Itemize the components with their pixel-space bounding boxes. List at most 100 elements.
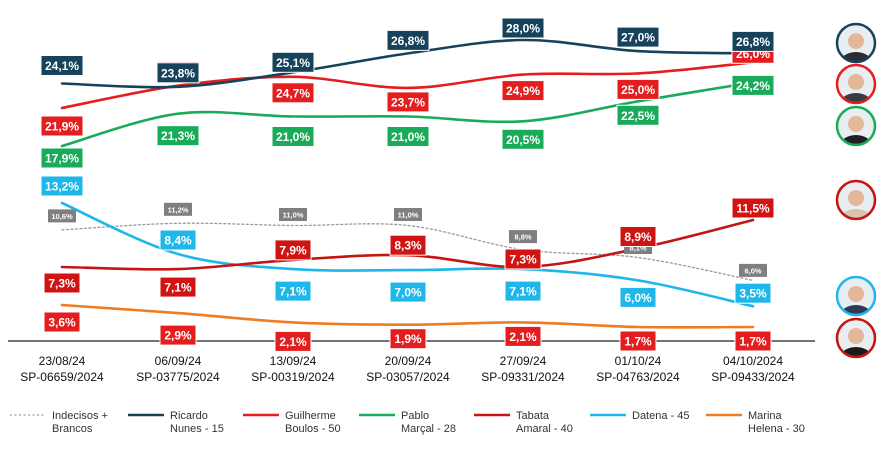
- data-label-box: [40, 175, 84, 197]
- legend-label: Helena - 30: [748, 423, 805, 435]
- data-label-text: 1,9%: [394, 332, 422, 346]
- data-label-box: [616, 26, 660, 48]
- data-label-text: 21,0%: [391, 130, 425, 144]
- data-label-nunes: 27,0%: [616, 26, 660, 48]
- data-label-text: 24,1%: [45, 59, 79, 73]
- data-label-text: 21,9%: [45, 120, 79, 134]
- series-line-marina: [60, 303, 755, 329]
- legend-label: Marina: [748, 410, 783, 422]
- data-label-nunes: 23,8%: [156, 62, 200, 84]
- data-label-box: [164, 202, 192, 216]
- data-label-boulos: 24,9%: [501, 80, 545, 102]
- data-label-text: 7,0%: [394, 286, 422, 300]
- data-label-text: 13,2%: [45, 180, 79, 194]
- x-tick-date: 27/09/24: [500, 354, 547, 368]
- data-label-marcal: 21,3%: [156, 125, 200, 147]
- data-label-datena: 3,5%: [734, 282, 772, 304]
- x-tick-date: 13/09/24: [270, 354, 317, 368]
- data-label-text: 7,1%: [279, 285, 307, 299]
- data-label-marina: 1,7%: [619, 330, 657, 352]
- data-label-box: [40, 115, 84, 137]
- legend-label: Boulos - 50: [285, 423, 341, 435]
- data-label-text: 2,1%: [279, 335, 307, 349]
- avatar-ring: [835, 179, 877, 221]
- data-label-boulos: 23,7%: [386, 91, 430, 113]
- avatar-nunes: [835, 22, 877, 64]
- data-label-nunes: 25,1%: [271, 51, 315, 73]
- data-label-text: 7,9%: [279, 243, 307, 257]
- data-label-text: 28,0%: [506, 22, 540, 36]
- avatar-boulos: [835, 63, 877, 105]
- data-label-text: 26,8%: [736, 35, 770, 49]
- data-label-text: 8,1%: [629, 244, 646, 253]
- data-label-nunes: 26,8%: [731, 30, 775, 52]
- avatar-shoulders: [840, 347, 872, 356]
- data-label-text: 23,8%: [161, 66, 195, 80]
- data-label-marina: 3,6%: [43, 311, 81, 333]
- data-label-nunes: 26,8%: [386, 29, 430, 51]
- data-label-text: 27,0%: [621, 31, 655, 45]
- series-line-nunes: [60, 38, 755, 89]
- data-label-text: 8,8%: [514, 233, 531, 242]
- x-tick-date: 20/09/24: [385, 354, 432, 368]
- data-label-boulos: 24,7%: [271, 82, 315, 104]
- data-label-text: 2,1%: [509, 330, 537, 344]
- avatar-ring: [835, 275, 877, 317]
- data-label-datena: 6,0%: [619, 286, 657, 308]
- data-label-box: [619, 286, 657, 308]
- data-label-text: 24,2%: [736, 79, 770, 93]
- data-label-text: 8,4%: [164, 234, 192, 248]
- series-line-indecisos: [61, 222, 754, 282]
- data-label-indecisos: 6,0%: [739, 263, 767, 277]
- data-label-box: [501, 128, 545, 150]
- data-label-box: [43, 311, 81, 333]
- data-label-box: [731, 197, 775, 219]
- data-label-indecisos: 11,2%: [164, 202, 192, 216]
- data-label-box: [274, 239, 312, 261]
- data-label-box: [386, 91, 430, 113]
- data-label-text: 24,9%: [506, 84, 540, 98]
- data-label-box: [279, 208, 307, 221]
- x-tick-code: SP-03057/2024: [366, 370, 450, 384]
- data-label-marina: 2,1%: [504, 325, 542, 347]
- avatar-face: [848, 190, 864, 206]
- x-tick-date: 01/10/24: [615, 354, 662, 368]
- data-label-box: [394, 208, 422, 221]
- data-label-box: [48, 209, 76, 223]
- data-label-box: [504, 280, 542, 302]
- data-label-text: 21,3%: [161, 129, 195, 143]
- legend-label: Brancos: [52, 423, 93, 435]
- data-label-marcal: 17,9%: [40, 147, 84, 169]
- data-label-box: [40, 147, 84, 169]
- data-label-box: [619, 330, 657, 352]
- legend-label: Nunes - 15: [170, 423, 224, 435]
- data-label-text: 7,3%: [509, 253, 537, 267]
- data-label-box: [159, 324, 197, 346]
- data-label-marcal: 22,5%: [616, 104, 660, 126]
- series-line-marcal: [60, 81, 755, 148]
- data-label-text: 1,7%: [739, 335, 767, 349]
- data-label-text: 25,1%: [276, 56, 310, 70]
- data-label-marcal: 24,2%: [731, 74, 775, 96]
- data-label-box: [504, 248, 542, 270]
- legend-label: Guilherme: [285, 410, 336, 422]
- data-label-marina: 2,1%: [274, 330, 312, 352]
- avatar-face: [848, 33, 864, 49]
- data-label-tabata: 7,1%: [159, 276, 197, 298]
- data-label-text: 2,9%: [164, 329, 192, 343]
- data-label-box: [156, 125, 200, 147]
- data-labels: 10,6% 11,2% 11,0% 11,0% 8,8% 8,1% 6,0% 3,6% 2,9%…: [40, 17, 775, 352]
- data-label-marcal: 21,0%: [386, 126, 430, 147]
- avatar-datena: [835, 275, 877, 317]
- data-label-datena: 7,0%: [389, 281, 427, 303]
- x-tick-code: SP-00319/2024: [251, 370, 335, 384]
- data-label-box: [616, 104, 660, 126]
- data-label-box: [389, 281, 427, 303]
- x-tick-code: SP-04763/2024: [596, 370, 680, 384]
- avatar-shoulders: [840, 305, 872, 314]
